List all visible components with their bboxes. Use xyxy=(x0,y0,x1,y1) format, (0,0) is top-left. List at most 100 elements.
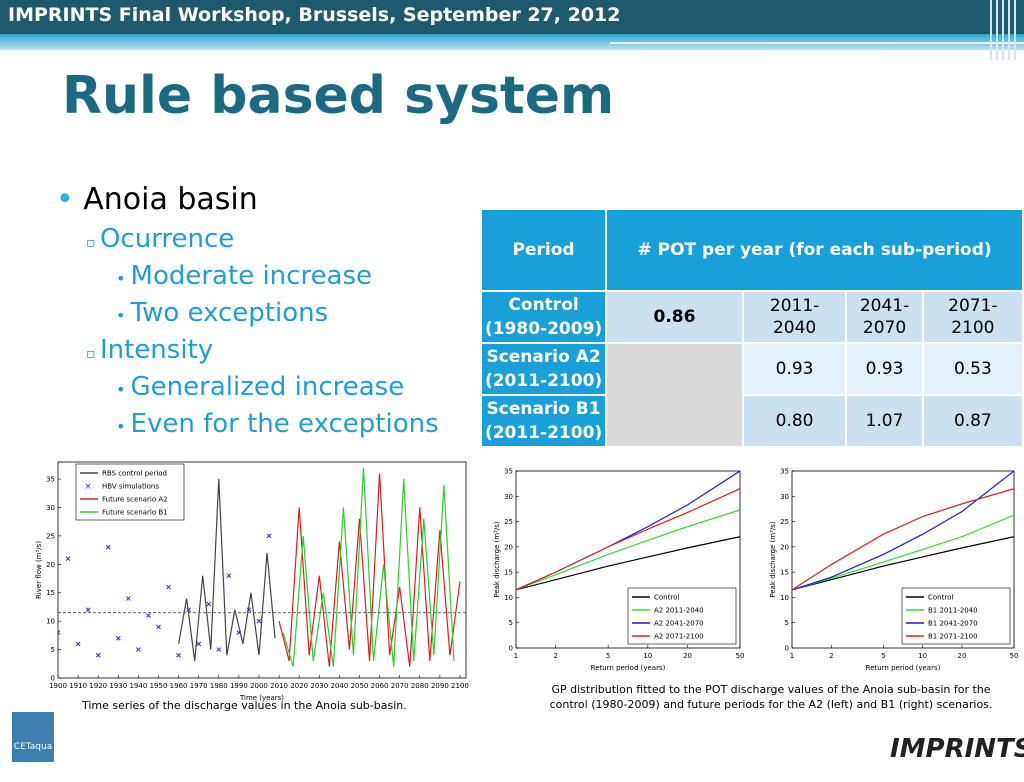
table-cell: 2041-2070 xyxy=(845,290,924,344)
x-tick-label: 1950 xyxy=(150,682,168,690)
series-line xyxy=(516,509,740,591)
x-tick-label: 2 xyxy=(829,652,833,660)
x-axis-label: Return period (years) xyxy=(866,664,941,672)
x-tick-label: 1920 xyxy=(89,682,107,690)
x-tick-label: 5 xyxy=(606,652,610,660)
period-cell: Control (1980-2009) xyxy=(479,290,608,344)
legend-label: Control xyxy=(654,594,679,602)
bullet-text: Anoia basin xyxy=(83,182,258,217)
x-tick-label: 5 xyxy=(881,652,885,660)
legend-label: RBS control period xyxy=(102,470,167,478)
data-point xyxy=(65,556,71,561)
y-tick-label: 25 xyxy=(504,518,513,526)
data-point xyxy=(196,641,202,647)
legend-label: HBV simulations xyxy=(102,483,159,491)
data-point xyxy=(125,596,131,601)
logo: IMPRINTS xyxy=(890,734,1024,764)
y-tick-label: 35 xyxy=(46,476,55,484)
series-line xyxy=(516,488,740,591)
caption: GP distribution fitted to the POT discha… xyxy=(549,683,993,711)
x-tick-label: 2050 xyxy=(351,682,369,690)
y-tick-label: 5 xyxy=(51,646,55,654)
header-title: IMPRINTS Final Workshop, Brussels, Septe… xyxy=(8,4,621,26)
bullet: • Moderate increase xyxy=(116,261,373,291)
series-line xyxy=(278,473,461,667)
y-tick-label: 20 xyxy=(504,543,513,551)
x-tick-label: 1930 xyxy=(109,682,127,690)
series-line xyxy=(792,488,1014,591)
data-point xyxy=(226,573,232,579)
bullet-text: Ocurrence xyxy=(99,224,235,254)
series-line xyxy=(282,467,455,667)
bullet-text: Moderate increase xyxy=(130,261,373,291)
decor-line xyxy=(996,0,998,60)
y-tick-label: 35 xyxy=(504,468,513,476)
table-cell: 0.86 xyxy=(605,290,744,344)
legend-label: A2 2041-2070 xyxy=(654,620,704,628)
x-tick-label: 2 xyxy=(553,652,557,660)
y-tick-label: 0 xyxy=(785,645,789,653)
data-point xyxy=(236,630,242,635)
x-tick-label: 1940 xyxy=(129,682,147,690)
series-line xyxy=(792,536,1014,591)
bullet-text: Generalized increase xyxy=(130,372,405,402)
x-tick-label: 2020 xyxy=(290,682,308,690)
legend-label: Future scenario B1 xyxy=(102,509,168,517)
bullet-text: Even for the exceptions xyxy=(130,409,439,439)
bullet-text: Intensity xyxy=(99,335,214,365)
x-tick-label: 2060 xyxy=(371,682,389,690)
data-point xyxy=(266,533,272,539)
bullet: • Generalized increase xyxy=(116,372,405,402)
table-header: Period xyxy=(479,208,608,292)
header-bar: IMPRINTS Final Workshop, Brussels, Septe… xyxy=(0,0,1024,34)
caption: Time series of the discharge values in t… xyxy=(82,699,407,712)
table-cell: 0.53 xyxy=(921,342,1024,396)
data-point xyxy=(156,624,161,630)
y-axis-label: Peak discharge (m³/s) xyxy=(769,521,777,598)
x-tick-label: 1970 xyxy=(190,682,208,690)
y-tick-label: 35 xyxy=(780,468,789,476)
table-cell: 0.93 xyxy=(845,342,924,396)
legend-marker: × xyxy=(84,482,92,492)
data-point xyxy=(246,607,252,613)
legend-label: Future scenario A2 xyxy=(102,496,168,504)
y-tick-label: 20 xyxy=(780,543,789,551)
table-cell: 0.87 xyxy=(921,394,1024,448)
legend-label: A2 2071-2100 xyxy=(654,633,704,641)
data-point xyxy=(176,652,181,658)
bullet: ▫ Intensity xyxy=(86,335,214,365)
x-tick-label: 50 xyxy=(736,652,745,660)
x-tick-label: 2040 xyxy=(330,682,348,690)
data-point xyxy=(115,635,121,641)
bullet: • Anoia basin xyxy=(56,182,258,217)
data-point xyxy=(186,607,191,613)
x-tick-label: 1990 xyxy=(230,682,248,690)
y-tick-label: 5 xyxy=(785,619,789,627)
y-tick-label: 25 xyxy=(46,532,55,540)
decor-line xyxy=(610,42,1024,44)
x-tick-label: 1910 xyxy=(69,682,87,690)
data-table: Period # POT per year (for each sub-peri… xyxy=(479,208,1024,448)
data-point xyxy=(146,613,151,618)
data-point xyxy=(166,584,171,590)
legend-label: Control xyxy=(928,594,953,602)
x-tick-label: 2010 xyxy=(270,682,288,690)
x-tick-label: 20 xyxy=(683,652,692,660)
x-tick-label: 10 xyxy=(918,652,927,660)
x-axis-label: Return period (years) xyxy=(591,664,666,672)
series-line xyxy=(792,471,1014,591)
data-point xyxy=(85,607,91,613)
table-header: # POT per year (for each sub-period) xyxy=(605,208,1024,292)
data-point xyxy=(216,647,222,652)
data-point xyxy=(136,647,141,652)
data-point xyxy=(75,641,81,647)
series-line xyxy=(516,536,740,591)
slide-title: Rule based system xyxy=(62,66,615,126)
y-tick-label: 10 xyxy=(504,594,513,602)
y-tick-label: 0 xyxy=(51,675,55,683)
x-tick-label: 2100 xyxy=(451,682,469,690)
y-tick-label: 30 xyxy=(780,493,789,501)
x-tick-label: 50 xyxy=(1010,652,1019,660)
decor-line xyxy=(990,0,992,60)
